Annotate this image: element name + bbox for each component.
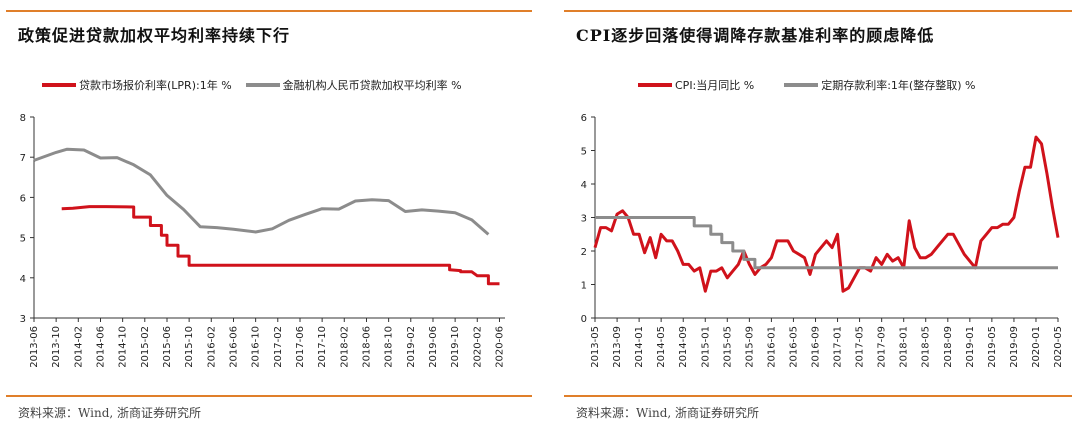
chart-title: CPI逐步回落使得调降存款基准利率的顾虑降低 bbox=[576, 26, 935, 45]
legend-item-cpi: CPI:当月同比 % bbox=[638, 77, 754, 93]
source-note: 资料来源：Wind, 浙商证券研究所 bbox=[18, 406, 202, 420]
x-tick-label: 2017-10 bbox=[317, 326, 328, 368]
x-tick-label: 2016-05 bbox=[788, 326, 799, 368]
chart-legend: 贷款市场报价利率(LPR):1年 % 金融机构人民币贷款加权平均利率 % bbox=[42, 77, 476, 93]
y-tick-label: 6 bbox=[20, 193, 26, 204]
legend-label: 金融机构人民币贷款加权平均利率 % bbox=[282, 79, 462, 92]
y-tick-label: 1 bbox=[581, 281, 587, 292]
y-tick-label: 4 bbox=[581, 180, 587, 191]
x-tick-label: 2018-06 bbox=[361, 326, 372, 368]
x-tick-label: 2015-09 bbox=[744, 326, 755, 368]
chart-title: 政策促进贷款加权平均利率持续下行 bbox=[18, 26, 291, 45]
legend-item-loan-rate: 金融机构人民币贷款加权平均利率 % bbox=[245, 77, 462, 93]
x-tick-label: 2017-01 bbox=[833, 326, 844, 368]
y-tick-label: 3 bbox=[581, 214, 587, 225]
x-tick-label: 2019-06 bbox=[428, 326, 439, 368]
legend-label: 定期存款利率:1年(整存整取) % bbox=[821, 79, 976, 92]
x-tick-label: 2020-05 bbox=[1053, 326, 1064, 368]
x-tick-label: 2017-02 bbox=[273, 326, 284, 368]
legend-item-deposit-rate: 定期存款利率:1年(整存整取) % bbox=[784, 77, 975, 93]
x-tick-label: 2019-01 bbox=[965, 326, 976, 368]
x-tick-label: 2015-06 bbox=[162, 326, 173, 368]
x-tick-label: 2017-05 bbox=[855, 326, 866, 368]
chart-panel-left: 政策促进贷款加权平均利率持续下行 贷款市场报价利率(LPR):1年 % 金融机构… bbox=[6, 10, 532, 420]
line-chart-svg: 0 1 2 3 4 5 6 2013-05 2013-09 2014-01 2014-05 2014-… bbox=[581, 113, 1064, 368]
legend-swatch bbox=[42, 83, 76, 87]
x-tick-label: 2018-01 bbox=[899, 326, 910, 368]
y-tick-label: 0 bbox=[581, 314, 587, 325]
x-tick-label: 2014-10 bbox=[118, 326, 129, 368]
x-tick-label: 2016-01 bbox=[766, 326, 777, 368]
x-tick-label: 2017-09 bbox=[877, 326, 888, 368]
top-divider bbox=[564, 10, 1072, 12]
x-tick-label: 2020-01 bbox=[1031, 326, 1042, 368]
x-tick-label: 2015-05 bbox=[722, 326, 733, 368]
series-line-1 bbox=[33, 147, 490, 236]
y-tick-label: 8 bbox=[20, 113, 26, 124]
bottom-divider bbox=[564, 395, 1072, 397]
x-tick-label: 2014-01 bbox=[634, 326, 645, 368]
x-tick-label: 2016-06 bbox=[228, 326, 239, 368]
x-tick-label: 2019-10 bbox=[450, 326, 461, 368]
legend-swatch bbox=[784, 83, 819, 87]
x-tick-label: 2019-02 bbox=[406, 326, 417, 368]
series-line-0 bbox=[61, 205, 500, 286]
x-tick-label: 2014-02 bbox=[73, 326, 84, 368]
y-tick-label: 4 bbox=[20, 274, 26, 285]
series-line-1 bbox=[595, 216, 1058, 270]
x-tick-label: 2015-02 bbox=[140, 326, 151, 368]
y-tick-label: 7 bbox=[20, 153, 26, 164]
x-tick-label: 2013-10 bbox=[51, 326, 62, 368]
x-tick-label: 2013-05 bbox=[590, 326, 601, 368]
x-tick-label: 2019-05 bbox=[987, 326, 998, 368]
chart-legend: CPI:当月同比 % 定期存款利率:1年(整存整取) % bbox=[638, 77, 989, 93]
legend-item-lpr: 贷款市场报价利率(LPR):1年 % bbox=[42, 77, 232, 93]
legend-label: 贷款市场报价利率(LPR):1年 % bbox=[79, 79, 232, 92]
x-tick-label: 2013-06 bbox=[29, 326, 40, 368]
x-tick-label: 2015-10 bbox=[184, 326, 195, 368]
x-tick-label: 2018-02 bbox=[339, 326, 350, 368]
source-note: 资料来源：Wind, 浙商证券研究所 bbox=[576, 406, 760, 420]
series-line-0 bbox=[593, 135, 1060, 293]
y-tick-label: 5 bbox=[581, 147, 587, 158]
x-tick-label: 2014-09 bbox=[678, 326, 689, 368]
y-tick-label: 2 bbox=[581, 247, 587, 258]
x-tick-label: 2015-01 bbox=[700, 326, 711, 368]
line-chart-svg: 3 4 5 6 7 8 2013-06 2013-10 2014-02 2014-06 2014-1… bbox=[20, 113, 506, 368]
bottom-divider bbox=[6, 395, 532, 397]
x-tick-label: 2014-06 bbox=[95, 326, 106, 368]
y-tick-label: 6 bbox=[581, 113, 587, 124]
x-tick-label: 2013-09 bbox=[612, 326, 623, 368]
x-tick-label: 2018-09 bbox=[943, 326, 954, 368]
x-tick-label: 2014-05 bbox=[656, 326, 667, 368]
x-tick-label: 2020-06 bbox=[494, 326, 505, 368]
x-tick-label: 2017-06 bbox=[295, 326, 306, 368]
y-tick-label: 5 bbox=[20, 234, 26, 245]
x-tick-label: 2018-10 bbox=[384, 326, 395, 368]
legend-label: CPI:当月同比 % bbox=[675, 79, 755, 92]
legend-swatch bbox=[245, 83, 280, 87]
x-tick-label: 2016-09 bbox=[811, 326, 822, 368]
x-tick-label: 2019-09 bbox=[1009, 326, 1020, 368]
x-tick-label: 2018-05 bbox=[921, 326, 932, 368]
legend-swatch bbox=[638, 83, 672, 87]
top-divider bbox=[6, 10, 532, 12]
y-tick-label: 3 bbox=[20, 314, 26, 325]
x-tick-label: 2016-02 bbox=[206, 326, 217, 368]
chart-panel-right: CPI逐步回落使得调降存款基准利率的顾虑降低 CPI:当月同比 % 定期存款利率… bbox=[558, 0, 1080, 429]
x-tick-label: 2016-10 bbox=[251, 326, 262, 368]
x-tick-label: 2020-02 bbox=[472, 326, 483, 368]
